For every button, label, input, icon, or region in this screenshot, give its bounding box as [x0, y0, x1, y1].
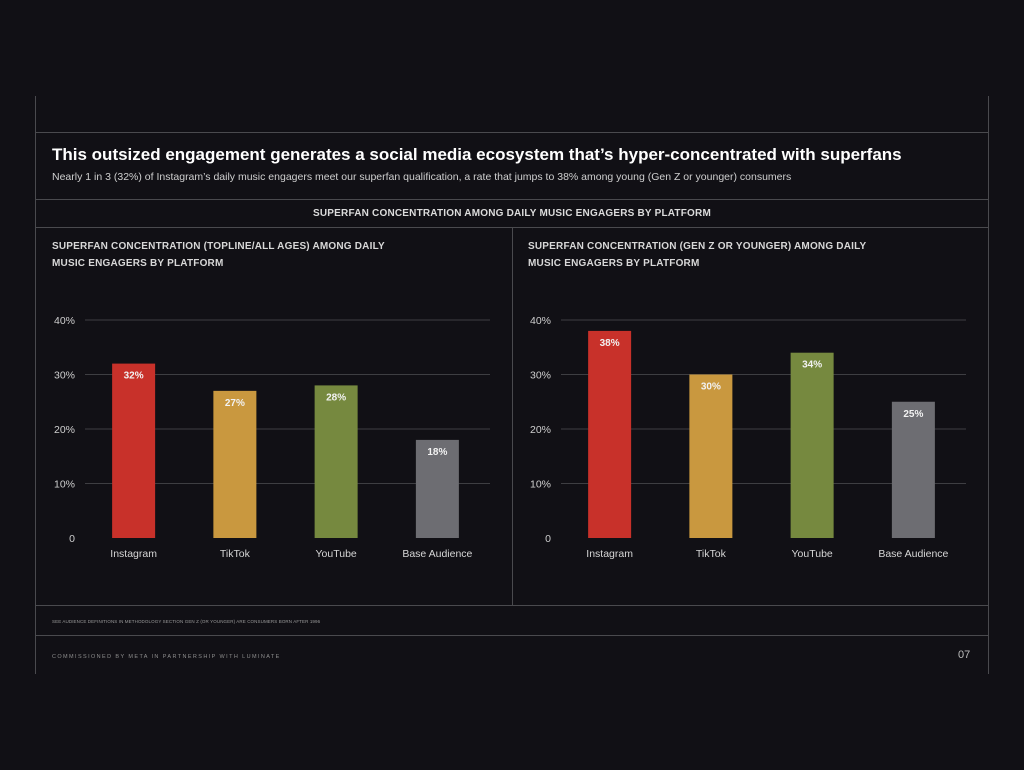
x-tick-label: Base Audience — [878, 548, 948, 560]
footer-credit: COMMISSIONED BY META IN PARTNERSHIP WITH… — [52, 654, 281, 660]
data-label: 18% — [427, 447, 447, 458]
chart-title-topline: SUPERFAN CONCENTRATION (TOPLINE/ALL AGES… — [52, 238, 385, 272]
data-label: 25% — [903, 409, 923, 420]
frame-right-border — [988, 96, 989, 674]
x-tick-label: Instagram — [586, 548, 633, 560]
y-tick-label: 20% — [530, 424, 551, 436]
y-tick-label: 30% — [530, 370, 551, 382]
divider-above-footer — [36, 635, 988, 636]
chart-title-genz: SUPERFAN CONCENTRATION (GEN Z OR YOUNGER… — [528, 238, 866, 272]
x-tick-label: Instagram — [110, 548, 157, 560]
section-header: SUPERFAN CONCENTRATION AMONG DAILY MUSIC… — [313, 208, 711, 219]
data-label: 38% — [600, 338, 620, 349]
divider-between-charts — [512, 228, 513, 606]
divider-above-footnote — [36, 605, 988, 606]
page-title: This outsized engagement generates a soc… — [52, 145, 902, 164]
bar-base-audience — [415, 439, 459, 538]
page-subtitle: Nearly 1 in 3 (32%) of Instagram’s daily… — [52, 171, 792, 183]
data-label: 27% — [225, 398, 245, 409]
divider-top — [36, 132, 988, 133]
chart-title-line: MUSIC ENGAGERS BY PLATFORM — [528, 258, 700, 269]
bar-youtube — [314, 385, 358, 538]
bar-chart-topline: 0 10% 20% 30% 40% 32% Instagram 27% TikTok 28% You… — [54, 315, 490, 560]
y-tick-label: 10% — [54, 479, 75, 491]
bar-base-audience — [891, 401, 935, 538]
bar-instagram — [112, 363, 156, 538]
x-tick-label: YouTube — [315, 548, 356, 560]
chart-title-line: MUSIC ENGAGERS BY PLATFORM — [52, 258, 224, 269]
frame-left-border — [35, 96, 36, 674]
bar-youtube — [790, 352, 834, 538]
page-number: 07 — [958, 649, 971, 661]
footnote: SEE AUDIENCE DEFINITIONS IN METHODOLOGY … — [52, 619, 321, 624]
y-tick-label: 40% — [54, 315, 75, 327]
data-label: 32% — [124, 371, 144, 382]
y-tick-label: 0 — [69, 533, 75, 545]
y-tick-label: 30% — [54, 370, 75, 382]
y-tick-label: 20% — [54, 424, 75, 436]
data-label: 28% — [326, 392, 346, 403]
data-label: 30% — [701, 382, 721, 393]
bar-chart-genz: 0 10% 20% 30% 40% 38% Instagram 30% TikTok 34% You… — [530, 315, 966, 560]
data-label: 34% — [802, 360, 822, 371]
divider-below-header — [36, 199, 988, 200]
y-tick-label: 0 — [545, 533, 551, 545]
x-tick-label: TikTok — [220, 548, 251, 560]
x-tick-label: TikTok — [696, 548, 727, 560]
x-tick-label: YouTube — [791, 548, 832, 560]
divider-below-section-title — [36, 227, 988, 228]
y-tick-label: 40% — [530, 315, 551, 327]
y-tick-label: 10% — [530, 479, 551, 491]
chart-title-line: SUPERFAN CONCENTRATION (GEN Z OR YOUNGER… — [528, 241, 867, 252]
x-tick-label: Base Audience — [402, 548, 472, 560]
chart-title-line: SUPERFAN CONCENTRATION (TOPLINE/ALL AGES… — [52, 241, 385, 252]
bar-instagram — [588, 330, 632, 538]
bar-tiktok — [689, 374, 733, 538]
bar-tiktok — [213, 390, 257, 538]
